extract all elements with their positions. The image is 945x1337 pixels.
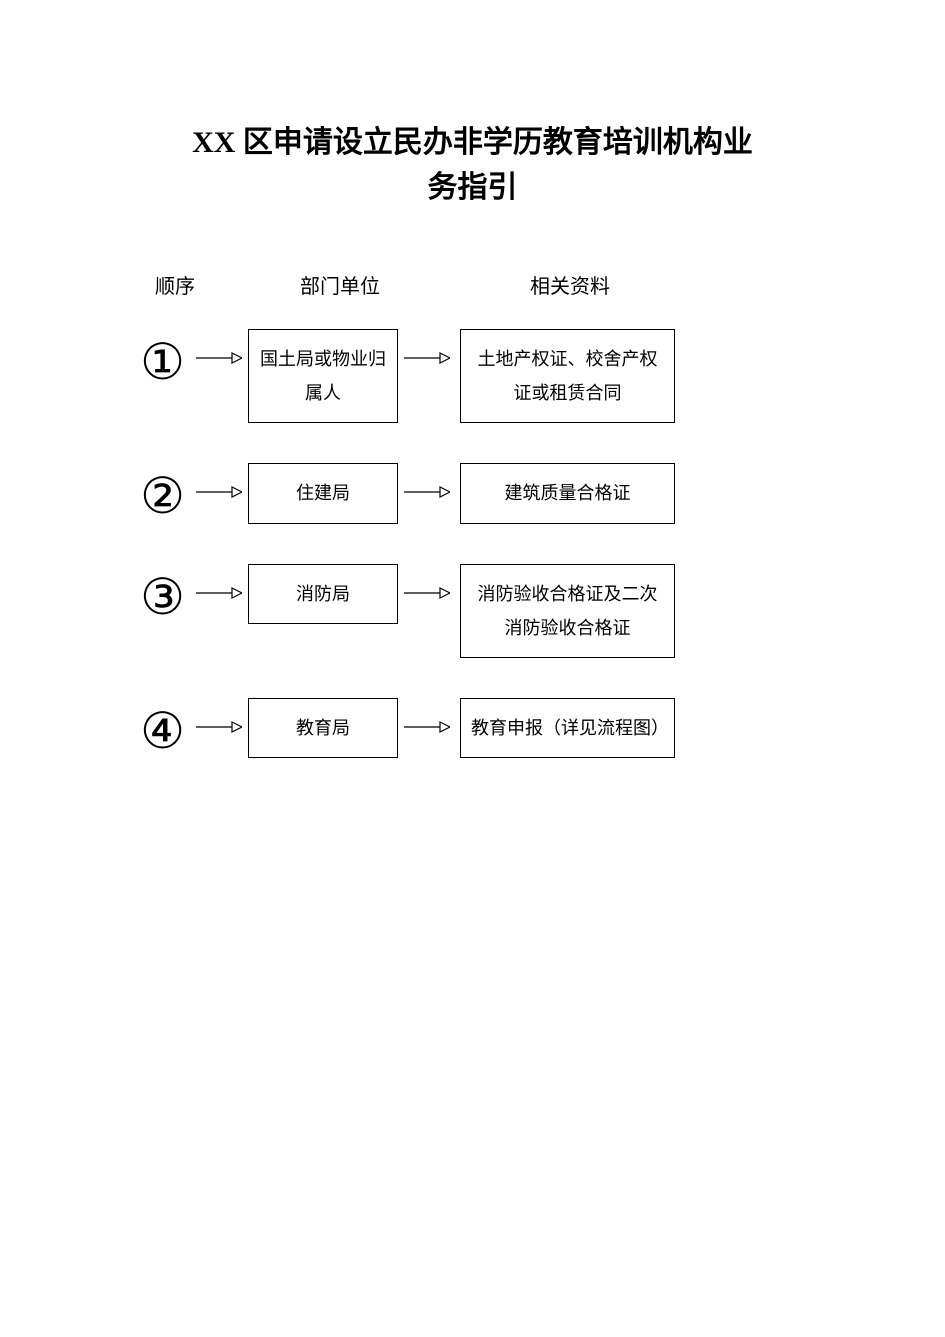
column-headers: 顺序 部门单位 相关资料: [0, 270, 945, 299]
department-text: 住建局: [296, 476, 350, 510]
step-number: ①: [135, 329, 190, 387]
title-line-2: 务指引: [428, 171, 518, 204]
material-text: 教育申报（详见流程图）: [471, 711, 664, 745]
flow-row: ③ 消防局 消防验收合格证及二次消防验收合格证: [135, 564, 945, 658]
material-text: 消防验收合格证及二次消防验收合格证: [471, 577, 664, 645]
department-box: 住建局: [248, 463, 398, 523]
page-title: XX 区申请设立民办非学历教育培训机构业 务指引: [123, 0, 823, 210]
header-department: 部门单位: [300, 270, 530, 299]
header-order: 顺序: [155, 270, 300, 299]
flow-row: ④ 教育局 教育申报（详见流程图）: [135, 698, 945, 758]
flowchart-rows: ① 国土局或物业归属人 土地产权证、校舍产权证或租赁合同 ②: [0, 329, 945, 758]
title-line-1: XX 区申请设立民办非学历教育培训机构业: [192, 126, 753, 159]
arrow-icon: [190, 329, 248, 365]
arrow-icon: [398, 564, 456, 600]
header-material: 相关资料: [530, 270, 610, 299]
flow-row: ② 住建局 建筑质量合格证: [135, 463, 945, 523]
material-box: 建筑质量合格证: [460, 463, 675, 523]
step-number: ④: [135, 698, 190, 756]
arrow-icon: [398, 463, 456, 499]
department-box: 消防局: [248, 564, 398, 624]
arrow-icon: [398, 329, 456, 365]
department-text: 国土局或物业归属人: [257, 342, 389, 410]
arrow-icon: [190, 698, 248, 734]
material-text: 土地产权证、校舍产权证或租赁合同: [471, 342, 664, 410]
material-text: 建筑质量合格证: [505, 476, 631, 510]
step-number: ②: [135, 463, 190, 521]
material-box: 土地产权证、校舍产权证或租赁合同: [460, 329, 675, 423]
arrow-icon: [190, 564, 248, 600]
arrow-icon: [398, 698, 456, 734]
material-box: 教育申报（详见流程图）: [460, 698, 675, 758]
step-number: ③: [135, 564, 190, 622]
material-box: 消防验收合格证及二次消防验收合格证: [460, 564, 675, 658]
department-text: 教育局: [296, 711, 350, 745]
department-box: 教育局: [248, 698, 398, 758]
department-text: 消防局: [296, 577, 350, 611]
arrow-icon: [190, 463, 248, 499]
department-box: 国土局或物业归属人: [248, 329, 398, 423]
flow-row: ① 国土局或物业归属人 土地产权证、校舍产权证或租赁合同: [135, 329, 945, 423]
